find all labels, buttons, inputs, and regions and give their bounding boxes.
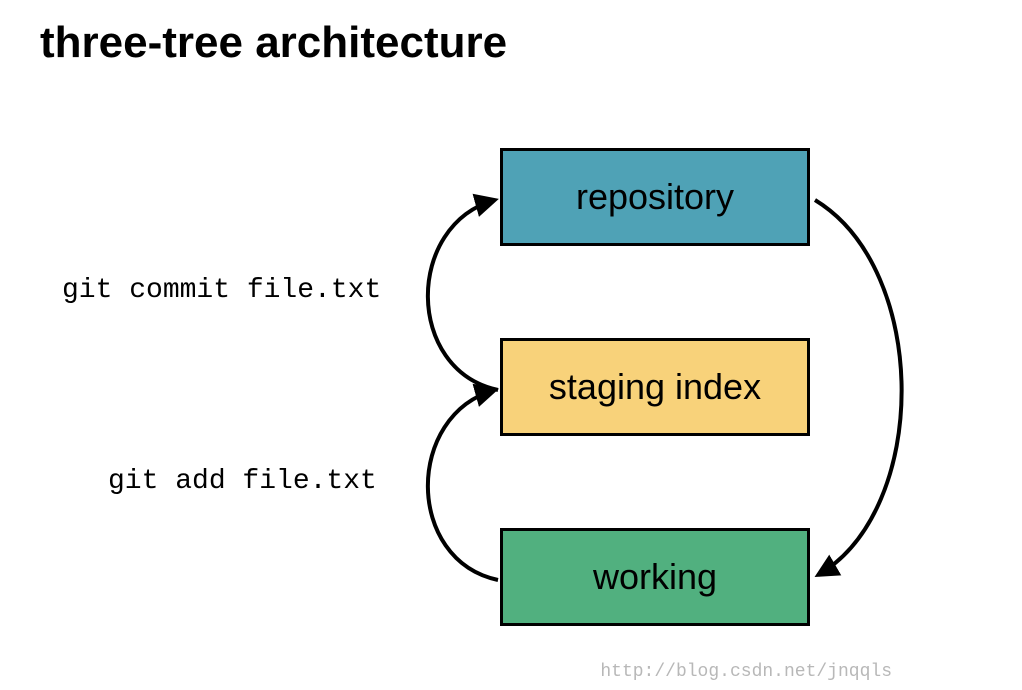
edge-label-add: git add file.txt [108, 466, 377, 497]
node-staging-index: staging index [500, 338, 810, 436]
watermark-text: http://blog.csdn.net/jnqqls [600, 662, 892, 682]
edge-label-commit: git commit file.txt [62, 275, 381, 306]
node-working: working [500, 528, 810, 626]
node-working-label: working [593, 556, 717, 598]
diagram-title: three-tree architecture [40, 18, 507, 68]
node-staging-index-label: staging index [549, 366, 761, 408]
arrow-checkout [815, 200, 902, 575]
node-repository-label: repository [576, 176, 734, 218]
arrow-add [428, 390, 498, 580]
arrow-commit [428, 200, 498, 390]
node-repository: repository [500, 148, 810, 246]
